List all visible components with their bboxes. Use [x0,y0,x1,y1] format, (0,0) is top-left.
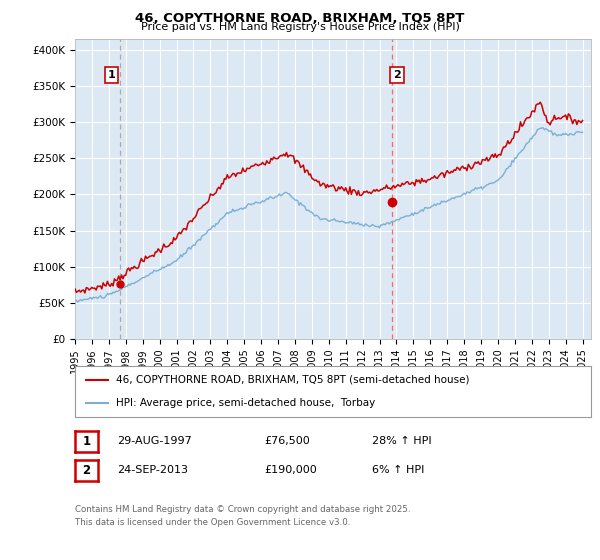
Text: 46, COPYTHORNE ROAD, BRIXHAM, TQ5 8PT: 46, COPYTHORNE ROAD, BRIXHAM, TQ5 8PT [136,12,464,25]
Text: 1: 1 [82,435,91,448]
Text: 6% ↑ HPI: 6% ↑ HPI [372,465,424,475]
Text: 46, COPYTHORNE ROAD, BRIXHAM, TQ5 8PT (semi-detached house): 46, COPYTHORNE ROAD, BRIXHAM, TQ5 8PT (s… [116,375,470,385]
Text: 29-AUG-1997: 29-AUG-1997 [117,436,192,446]
Text: HPI: Average price, semi-detached house,  Torbay: HPI: Average price, semi-detached house,… [116,398,376,408]
Text: £76,500: £76,500 [264,436,310,446]
Text: 2: 2 [82,464,91,477]
Text: Price paid vs. HM Land Registry's House Price Index (HPI): Price paid vs. HM Land Registry's House … [140,22,460,32]
Text: 24-SEP-2013: 24-SEP-2013 [117,465,188,475]
Text: 2: 2 [393,70,401,80]
Text: 1: 1 [107,70,115,80]
Text: Contains HM Land Registry data © Crown copyright and database right 2025.
This d: Contains HM Land Registry data © Crown c… [75,505,410,526]
Text: £190,000: £190,000 [264,465,317,475]
Text: 28% ↑ HPI: 28% ↑ HPI [372,436,431,446]
